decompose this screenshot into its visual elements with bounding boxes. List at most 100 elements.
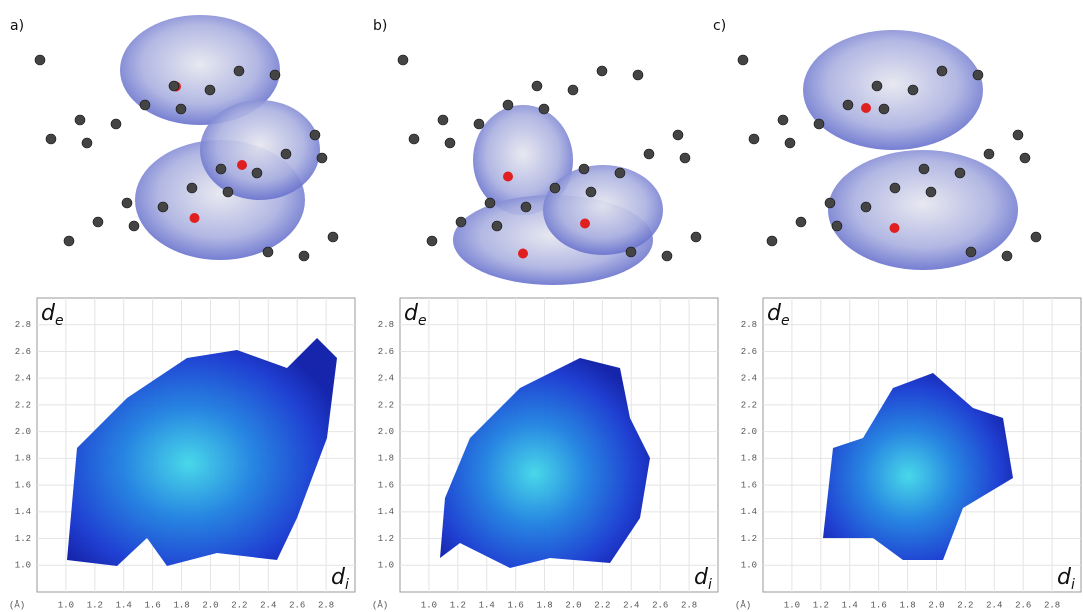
x-tick-label: 2.2 bbox=[957, 600, 973, 610]
y-tick-label: 1.4 bbox=[15, 507, 31, 517]
y-tick-label: 1.6 bbox=[15, 480, 31, 490]
y-tick-label: 1.6 bbox=[741, 480, 757, 490]
atom bbox=[568, 85, 578, 95]
x-tick-label: 2.6 bbox=[1015, 600, 1031, 610]
hirshfeld-surface bbox=[200, 100, 320, 200]
atom bbox=[1020, 153, 1030, 163]
atom bbox=[140, 100, 150, 110]
atom bbox=[46, 134, 56, 144]
x-axis-symbol: d bbox=[1057, 565, 1072, 590]
y-tick-label: 1.2 bbox=[15, 534, 31, 544]
y-tick-label: 1.4 bbox=[378, 507, 394, 517]
atom bbox=[691, 232, 701, 242]
atom bbox=[503, 100, 513, 110]
atom bbox=[492, 221, 502, 231]
contact-spot bbox=[890, 223, 900, 233]
atom bbox=[64, 236, 74, 246]
atom bbox=[93, 217, 103, 227]
molecule-illustration bbox=[398, 55, 701, 285]
y-tick-label: 1.0 bbox=[378, 561, 394, 571]
x-tick-label: 2.8 bbox=[318, 600, 334, 610]
x-tick-label: 2.6 bbox=[652, 600, 668, 610]
atom bbox=[485, 198, 495, 208]
x-tick-label: 2.0 bbox=[928, 600, 944, 610]
y-tick-label: 2.6 bbox=[378, 347, 394, 357]
atom bbox=[550, 183, 560, 193]
y-axis-symbol: d bbox=[767, 301, 782, 326]
atom bbox=[861, 202, 871, 212]
atom bbox=[984, 149, 994, 159]
y-tick-label: 2.4 bbox=[741, 374, 757, 384]
molecule-illustration bbox=[35, 15, 338, 261]
hirshfeld-surface bbox=[543, 165, 663, 255]
atom bbox=[169, 81, 179, 91]
atom bbox=[427, 236, 437, 246]
atom bbox=[796, 217, 806, 227]
atom bbox=[75, 115, 85, 125]
y-tick-label: 1.8 bbox=[741, 454, 757, 464]
atom bbox=[310, 130, 320, 140]
x-tick-label: 2.8 bbox=[1044, 600, 1060, 610]
atom bbox=[456, 217, 466, 227]
x-tick-label: 1.6 bbox=[145, 600, 161, 610]
x-tick-label: 2.8 bbox=[681, 600, 697, 610]
y-tick-label: 2.0 bbox=[741, 427, 757, 437]
atom bbox=[832, 221, 842, 231]
y-axis-subscript: e bbox=[418, 313, 427, 329]
atom bbox=[908, 85, 918, 95]
atom bbox=[926, 187, 936, 197]
y-tick-label: 2.4 bbox=[378, 374, 394, 384]
y-axis-subscript: e bbox=[781, 313, 790, 329]
x-axis-subscript: i bbox=[345, 577, 349, 593]
x-tick-label: 1.8 bbox=[899, 600, 915, 610]
panel-label: a) bbox=[10, 18, 24, 34]
y-tick-label: 1.8 bbox=[15, 454, 31, 464]
x-axis-subscript: i bbox=[1071, 577, 1075, 593]
molecule-illustration bbox=[738, 30, 1041, 270]
unit-label: (Å) bbox=[9, 599, 25, 610]
x-tick-label: 2.2 bbox=[231, 600, 247, 610]
x-tick-label: 1.4 bbox=[116, 600, 132, 610]
atom bbox=[966, 247, 976, 257]
atom bbox=[644, 149, 654, 159]
atom bbox=[82, 138, 92, 148]
x-tick-label: 1.2 bbox=[813, 600, 829, 610]
x-tick-label: 1.0 bbox=[58, 600, 74, 610]
atom bbox=[814, 119, 824, 129]
atom bbox=[673, 130, 683, 140]
x-tick-label: 2.0 bbox=[565, 600, 581, 610]
y-axis-subscript: e bbox=[55, 313, 64, 329]
y-tick-label: 2.0 bbox=[15, 427, 31, 437]
hirshfeld-surface bbox=[803, 30, 983, 150]
x-tick-label: 2.4 bbox=[260, 600, 276, 610]
y-tick-label: 1.2 bbox=[378, 534, 394, 544]
atom bbox=[158, 202, 168, 212]
contact-spot bbox=[861, 103, 871, 113]
atom bbox=[749, 134, 759, 144]
atom bbox=[767, 236, 777, 246]
atom bbox=[216, 164, 226, 174]
atom bbox=[445, 138, 455, 148]
y-tick-label: 1.6 bbox=[378, 480, 394, 490]
atom bbox=[129, 221, 139, 231]
x-tick-label: 1.6 bbox=[508, 600, 524, 610]
atom bbox=[328, 232, 338, 242]
contact-spot bbox=[518, 249, 528, 259]
atom bbox=[521, 202, 531, 212]
atom bbox=[409, 134, 419, 144]
atom bbox=[122, 198, 132, 208]
atom bbox=[890, 183, 900, 193]
figure: a) 1.0 1.2 1.4 1.6 1.8 2.0 2.2 2.4 2.6 2.8 1.0 1.2 1.… bbox=[0, 0, 1083, 612]
contact-spot bbox=[503, 172, 513, 182]
x-tick-label: 2.4 bbox=[623, 600, 639, 610]
y-tick-label: 2.2 bbox=[15, 400, 31, 410]
atom bbox=[176, 104, 186, 114]
x-tick-label: 1.0 bbox=[421, 600, 437, 610]
y-tick-label: 2.2 bbox=[378, 400, 394, 410]
x-tick-label: 1.2 bbox=[87, 600, 103, 610]
contact-spot bbox=[190, 213, 200, 223]
atom bbox=[843, 100, 853, 110]
contact-spot bbox=[580, 219, 590, 229]
x-tick-label: 2.4 bbox=[986, 600, 1002, 610]
x-tick-label: 2.0 bbox=[202, 600, 218, 610]
